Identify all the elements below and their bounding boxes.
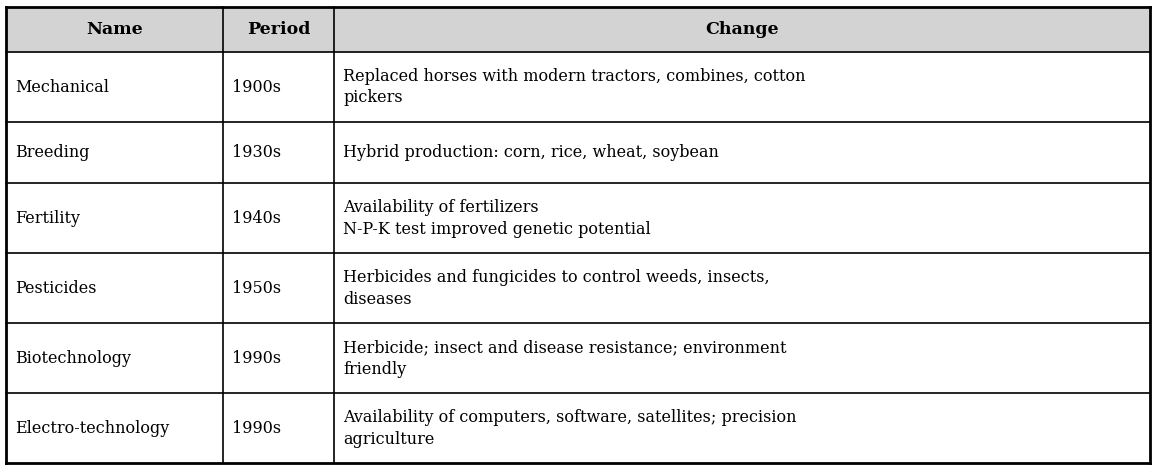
Bar (334, 393, 1150, 463)
Text: 1940s: 1940s (232, 210, 281, 227)
Text: Electro-technology: Electro-technology (15, 420, 169, 437)
Bar (334, 323, 1150, 393)
Text: Availability of fertilizers
N-P-K test improved genetic potential: Availability of fertilizers N-P-K test i… (343, 199, 651, 237)
Bar (334, 253, 1150, 323)
Text: Biotechnology: Biotechnology (15, 350, 131, 367)
Bar (223, 253, 334, 323)
Text: Herbicides and fungicides to control weeds, insects,
diseases: Herbicides and fungicides to control wee… (343, 269, 770, 307)
Bar (223, 122, 334, 183)
Bar (6, 122, 223, 183)
Text: 1950s: 1950s (232, 280, 282, 297)
Bar (6, 52, 223, 122)
Bar (6, 253, 223, 323)
Text: Breeding: Breeding (15, 144, 89, 161)
Bar (6, 7, 223, 52)
Text: Fertility: Fertility (15, 210, 80, 227)
Text: Mechanical: Mechanical (15, 79, 109, 96)
Bar (334, 183, 1150, 253)
Bar (6, 393, 223, 463)
Bar (6, 323, 223, 393)
Bar (223, 393, 334, 463)
Text: 1930s: 1930s (232, 144, 282, 161)
Bar (334, 52, 1150, 122)
Text: Period: Period (247, 21, 311, 38)
Text: 1900s: 1900s (232, 79, 281, 96)
Text: Hybrid production: corn, rice, wheat, soybean: Hybrid production: corn, rice, wheat, so… (343, 144, 719, 161)
Text: Change: Change (705, 21, 779, 38)
Text: 1990s: 1990s (232, 420, 282, 437)
Text: Availability of computers, software, satellites; precision
agriculture: Availability of computers, software, sat… (343, 409, 796, 447)
Bar (223, 183, 334, 253)
Text: Pesticides: Pesticides (15, 280, 97, 297)
Bar (334, 122, 1150, 183)
Bar (223, 52, 334, 122)
Text: Name: Name (87, 21, 143, 38)
Bar (223, 7, 334, 52)
Text: Replaced horses with modern tractors, combines, cotton
pickers: Replaced horses with modern tractors, co… (343, 68, 806, 107)
Text: 1990s: 1990s (232, 350, 282, 367)
Bar (334, 7, 1150, 52)
Bar (223, 323, 334, 393)
Bar (6, 183, 223, 253)
Text: Herbicide; insect and disease resistance; environment
friendly: Herbicide; insect and disease resistance… (343, 339, 787, 378)
